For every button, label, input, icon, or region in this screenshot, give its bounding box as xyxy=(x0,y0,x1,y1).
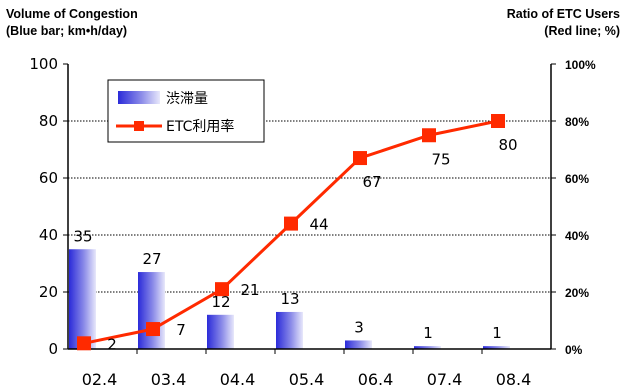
bar-value-label: 1 xyxy=(423,324,433,342)
bar xyxy=(345,340,372,349)
left-axis-title: Volume of Congestion (Blue bar; km•h/day… xyxy=(6,6,138,40)
left-axis-title-line-2: (Blue bar; km•h/day) xyxy=(6,24,128,38)
left-axis-title-line-1: Volume of Congestion xyxy=(6,7,138,21)
left-tick-label: 20 xyxy=(39,283,58,301)
x-tick-label: 04.4 xyxy=(220,370,256,389)
line-value-label: 44 xyxy=(309,216,328,234)
right-tick-label: 40% xyxy=(565,229,589,243)
bar xyxy=(69,249,96,349)
line-marker xyxy=(77,336,91,351)
bar-value-label: 12 xyxy=(211,293,230,311)
bar-value-label: 1 xyxy=(492,324,502,342)
x-tick-label: 03.4 xyxy=(151,370,187,389)
left-tick-label: 100 xyxy=(29,55,58,73)
line-marker xyxy=(284,216,298,231)
bar-value-label: 13 xyxy=(280,290,299,308)
left-tick-label: 80 xyxy=(39,112,58,130)
line-value-label: 80 xyxy=(498,136,517,154)
line-series xyxy=(77,114,505,351)
bar xyxy=(414,346,441,349)
right-tick-label: 80% xyxy=(565,115,589,129)
line-marker xyxy=(422,128,436,143)
legend-bar-label: 渋滞量 xyxy=(166,91,208,107)
axes: 0 20 40 60 80 100 0% 20% 40% 60% 80% 100% 02.4 03.4 04… xyxy=(29,55,596,389)
line-value-label: 7 xyxy=(176,321,186,339)
line-value-label: 75 xyxy=(431,150,450,168)
legend-line-label: ETC利用率 xyxy=(166,118,234,135)
right-tick-label: 60% xyxy=(565,172,589,186)
bar xyxy=(483,346,510,349)
line-value-label: 21 xyxy=(240,281,259,299)
line-marker xyxy=(353,151,367,166)
legend-box xyxy=(107,79,265,143)
line-value-label: 67 xyxy=(362,173,381,191)
bar xyxy=(138,272,165,349)
x-tick-label: 06.4 xyxy=(358,370,394,389)
x-tick-label: 08.4 xyxy=(496,370,532,389)
gridlines xyxy=(68,120,551,293)
right-axis-title: Ratio of ETC Users (Red line; %) xyxy=(507,6,620,40)
legend-bar-swatch xyxy=(118,91,160,104)
right-tick-label: 0% xyxy=(565,343,583,357)
line-value-label: 2 xyxy=(107,335,117,353)
left-tick-label: 0 xyxy=(48,340,58,358)
x-tick-label: 02.4 xyxy=(82,370,118,389)
right-tick-label: 100% xyxy=(565,58,596,72)
right-tick-label: 20% xyxy=(565,286,589,300)
bar-series xyxy=(69,249,510,349)
bar xyxy=(276,311,303,349)
x-tick-label: 07.4 xyxy=(427,370,463,389)
bar-value-label: 3 xyxy=(354,318,364,336)
bar xyxy=(207,314,234,349)
left-tick-label: 40 xyxy=(39,226,58,244)
left-tick-label: 60 xyxy=(39,169,58,187)
bar-value-label: 35 xyxy=(73,227,92,245)
line-marker xyxy=(215,282,229,297)
right-axis-title-line-2: (Red line; %) xyxy=(544,24,620,38)
line-marker xyxy=(491,114,505,128)
right-axis-title-line-1: Ratio of ETC Users xyxy=(506,7,620,21)
legend-line-marker xyxy=(134,121,144,131)
line-marker xyxy=(146,322,160,337)
bar-value-label: 27 xyxy=(142,250,161,268)
legend: 渋滞量 ETC利用率 xyxy=(107,79,265,143)
x-tick-label: 05.4 xyxy=(289,370,325,389)
